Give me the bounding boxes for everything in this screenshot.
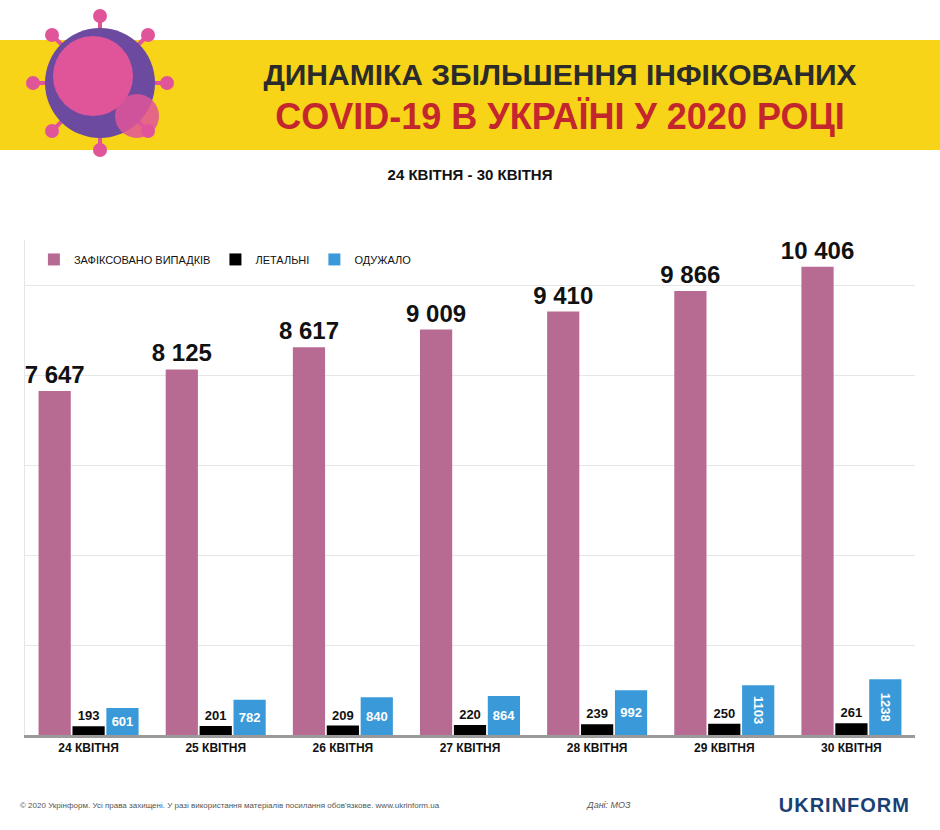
svg-text:239: 239 [586,706,608,721]
svg-text:250: 250 [713,706,735,721]
svg-text:7 647: 7 647 [25,361,85,388]
svg-text:29 КВІТНЯ: 29 КВІТНЯ [694,741,755,755]
svg-text:24 КВІТНЯ - 30 КВІТНЯ: 24 КВІТНЯ - 30 КВІТНЯ [388,166,553,183]
svg-text:840: 840 [366,709,388,724]
html-text:UKRINFORM: UKRINFORM [778,793,910,816]
svg-text:193: 193 [78,708,100,723]
svg-text:261: 261 [841,705,863,720]
svg-text:26 КВІТНЯ: 26 КВІТНЯ [313,741,374,755]
svg-text:30 КВІТНЯ: 30 КВІТНЯ [821,741,882,755]
svg-text:864: 864 [493,708,515,723]
html-text:Дані: МОЗ: Дані: МОЗ [587,800,631,810]
svg-text:201: 201 [205,708,227,723]
html-text:ДИНАМІКА ЗБІЛЬШЕННЯ ІНФІКОВАНИ: ДИНАМІКА ЗБІЛЬШЕННЯ ІНФІКОВАНИХ [263,58,857,91]
svg-text:601: 601 [112,714,134,729]
svg-text:220: 220 [459,707,481,722]
svg-text:24 КВІТНЯ: 24 КВІТНЯ [58,741,119,755]
svg-text:992: 992 [620,705,642,720]
svg-text:782: 782 [239,710,261,725]
svg-text:8 125: 8 125 [152,339,212,366]
svg-text:25 КВІТНЯ: 25 КВІТНЯ [185,741,246,755]
html-text:© 2020 Укрінформ. Усі права за: © 2020 Укрінформ. Усі права захищені. У … [20,800,440,810]
svg-text:10 406: 10 406 [781,237,854,264]
svg-text:8 617: 8 617 [279,317,339,344]
svg-text:ЛЕТАЛЬНІ: ЛЕТАЛЬНІ [255,254,309,266]
svg-text:27 КВІТНЯ: 27 КВІТНЯ [440,741,501,755]
svg-text:1238: 1238 [878,693,893,722]
svg-text:28 КВІТНЯ: 28 КВІТНЯ [567,741,628,755]
svg-text:209: 209 [332,708,354,723]
svg-text:ОДУЖАЛО: ОДУЖАЛО [354,254,411,266]
svg-text:9 866: 9 866 [660,261,720,288]
svg-text:1103: 1103 [751,696,766,724]
svg-text:9 410: 9 410 [533,282,593,309]
html-text:COVID-19 В УКРАЇНІ У 2020 РОЦІ: COVID-19 В УКРАЇНІ У 2020 РОЦІ [275,96,845,137]
svg-text:9 009: 9 009 [406,300,466,327]
svg-text:ЗАФІКСОВАНО ВИПАДКІВ: ЗАФІКСОВАНО ВИПАДКІВ [74,254,211,266]
